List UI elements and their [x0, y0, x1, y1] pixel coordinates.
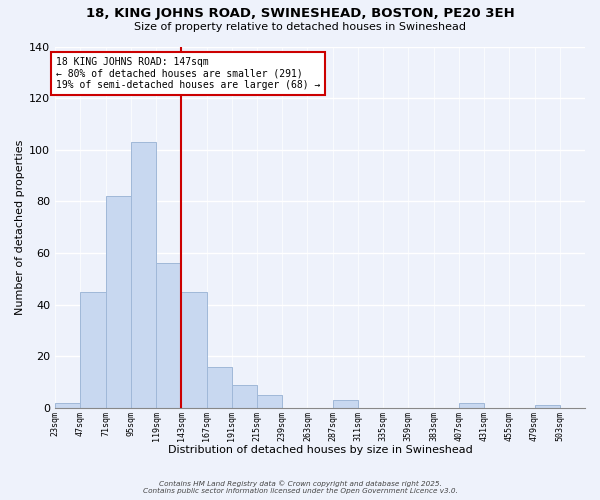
- Bar: [206, 366, 232, 408]
- Bar: [332, 400, 358, 408]
- Bar: [459, 403, 484, 408]
- Bar: [80, 292, 106, 408]
- Text: Size of property relative to detached houses in Swineshead: Size of property relative to detached ho…: [134, 22, 466, 32]
- Y-axis label: Number of detached properties: Number of detached properties: [15, 140, 25, 315]
- X-axis label: Distribution of detached houses by size in Swineshead: Distribution of detached houses by size …: [168, 445, 472, 455]
- Bar: [131, 142, 156, 408]
- Bar: [156, 264, 181, 408]
- Bar: [55, 403, 80, 408]
- Bar: [232, 385, 257, 408]
- Bar: [181, 292, 206, 408]
- Text: 18 KING JOHNS ROAD: 147sqm
← 80% of detached houses are smaller (291)
19% of sem: 18 KING JOHNS ROAD: 147sqm ← 80% of deta…: [56, 57, 320, 90]
- Text: Contains HM Land Registry data © Crown copyright and database right 2025.
Contai: Contains HM Land Registry data © Crown c…: [143, 480, 457, 494]
- Bar: [535, 406, 560, 408]
- Bar: [257, 395, 282, 408]
- Bar: [106, 196, 131, 408]
- Text: 18, KING JOHNS ROAD, SWINESHEAD, BOSTON, PE20 3EH: 18, KING JOHNS ROAD, SWINESHEAD, BOSTON,…: [86, 8, 514, 20]
